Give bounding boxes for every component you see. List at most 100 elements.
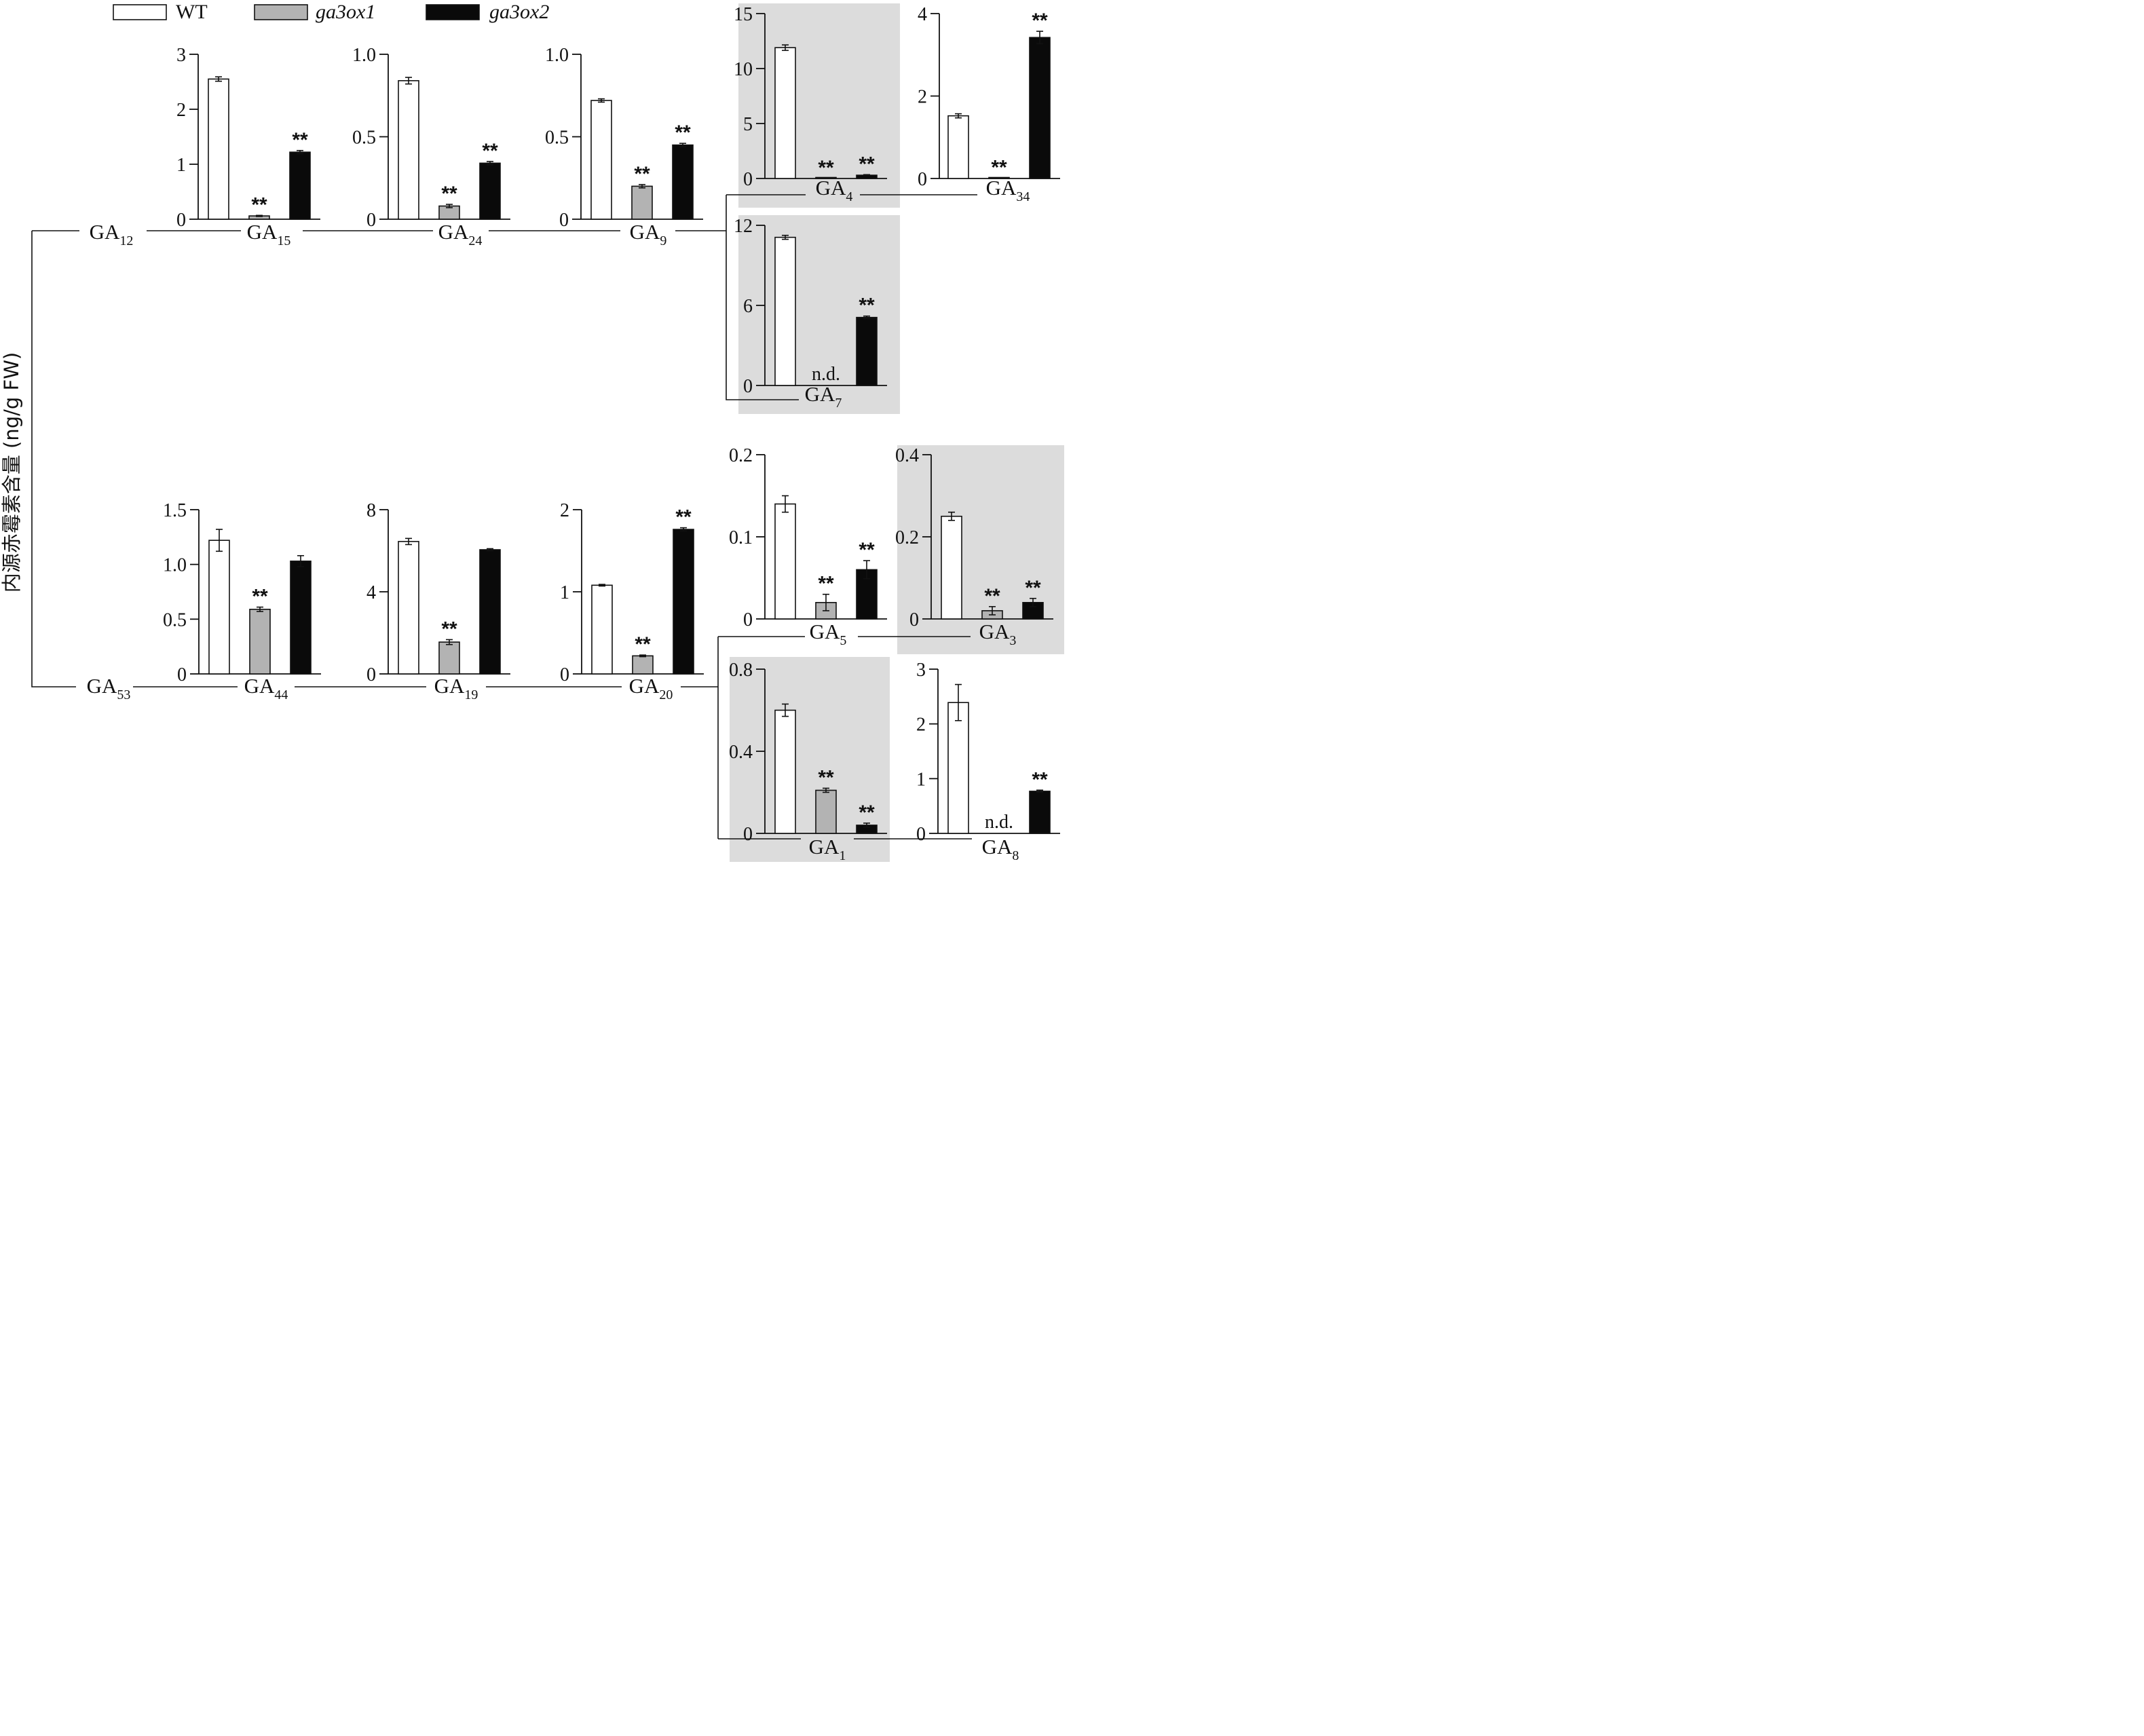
y-tick-label: 1.0 [352, 45, 376, 66]
y-tick-label: 0 [743, 169, 753, 190]
bar-panel-ga5: 0 0.1 0.2 ** ** GA5 [729, 445, 887, 648]
compound-label-ga44: GA44 [244, 674, 288, 702]
y-tick-label: 0 [177, 664, 187, 685]
error-bar-ga3ox2 [863, 315, 870, 320]
significance-mark: ** [818, 766, 834, 789]
significance-mark: ** [859, 539, 875, 561]
gibberellin-pathway-figure: WT ga3ox1 ga3ox2 0123****GA1500.51.0****GA… [0, 1, 1064, 862]
y-tick-label: 2 [916, 715, 926, 736]
compound-label-ga1: GA1 [809, 835, 846, 862]
pathway-connector-4 [31, 231, 718, 687]
error-bar-ga3ox1 [639, 654, 646, 658]
significance-mark: ** [251, 193, 267, 216]
error-bar-wt [599, 584, 605, 587]
bar-wt [398, 80, 419, 220]
significance-mark: ** [818, 157, 834, 179]
y-tick-label: 1.0 [163, 555, 187, 576]
bar-ga3ox1 [632, 655, 654, 675]
y-tick-label: 6 [743, 296, 753, 317]
bar-panel-ga19: 0 4 8 ** GA19 [366, 500, 510, 702]
bar-ga3ox2 [1029, 37, 1051, 179]
significance-mark: ** [252, 586, 268, 608]
y-axis-label: 内源赤霉素含量 (ng/g FW) [0, 352, 23, 592]
compound-label-ga19: GA19 [434, 674, 478, 702]
error-bar-ga3ox2 [297, 554, 304, 567]
bar-panel-ga9: 0 0.5 1.0 ** ** GA9 [545, 45, 703, 248]
bar-ga3ox2 [479, 549, 501, 675]
compound-label-ga9: GA9 [630, 220, 667, 248]
significance-mark: ** [1025, 577, 1041, 599]
y-tick-label: 0.5 [352, 128, 376, 149]
error-bar-ga3ox1 [823, 787, 829, 793]
compound-label-ga24: GA24 [438, 220, 483, 248]
error-bar-wt [405, 537, 412, 546]
legend: WT ga3ox1 ga3ox2 [113, 1, 549, 23]
y-tick-label: 0 [743, 376, 753, 397]
y-tick-label: 4 [918, 4, 927, 25]
y-tick-label: 0 [916, 824, 926, 845]
significance-mark: ** [1032, 10, 1048, 32]
bar-ga3ox1 [438, 641, 460, 675]
y-tick-label: 0 [559, 210, 569, 231]
y-tick-label: 0 [176, 210, 186, 231]
y-tick-label: 2 [176, 100, 186, 121]
y-tick-label: 0.5 [545, 128, 569, 149]
bar-ga3ox2 [479, 162, 501, 220]
y-tick-label: 3 [176, 45, 186, 66]
significance-mark: ** [441, 618, 457, 640]
error-bar-ga3ox1 [257, 606, 263, 612]
error-bar-wt [955, 113, 962, 119]
bar-wt [774, 47, 796, 179]
error-bar-ga3ox2 [487, 548, 493, 552]
bar-ga3ox2 [289, 151, 311, 220]
y-tick-label: 0 [918, 169, 927, 190]
error-bar-wt [216, 529, 223, 552]
error-bar-wt [782, 703, 789, 717]
error-bar-ga3ox1 [823, 593, 829, 611]
y-tick-label: 2 [918, 87, 927, 108]
y-tick-label: 1 [176, 155, 186, 176]
legend-swatch [113, 4, 167, 20]
error-bar-ga3ox2 [679, 143, 686, 147]
compound-label-ga20: GA20 [629, 674, 673, 702]
significance-mark: ** [991, 156, 1007, 178]
legend-label: ga3ox2 [489, 1, 549, 23]
error-bar-ga3ox1 [446, 639, 453, 645]
not-detected-label: n.d. [812, 364, 840, 385]
significance-mark: ** [634, 163, 650, 185]
bar-wt [947, 702, 969, 834]
error-bar-wt [782, 495, 789, 513]
compound-label-ga4: GA4 [816, 176, 853, 204]
legend-item-ga3ox2: ga3ox2 [426, 1, 549, 23]
bar-wt [774, 503, 796, 620]
compound-label-ga15: GA15 [247, 220, 291, 248]
error-bar-wt [598, 98, 605, 103]
bar-panel-ga24: 0 0.5 1.0 ** ** GA24 [352, 45, 510, 248]
bar-wt [941, 515, 962, 620]
error-bar-ga3ox2 [487, 161, 493, 166]
bar-ga3ox2 [673, 529, 694, 675]
bar-wt [774, 236, 796, 386]
legend-swatch [254, 4, 308, 20]
bar-panel-ga8: 0 1 2 3 n.d. ** GA8 [916, 660, 1060, 862]
bar-ga3ox1 [249, 609, 271, 675]
error-bar-ga3ox2 [863, 823, 870, 828]
bar-panel-ga7: 0 6 12 n.d. ** GA7 [734, 216, 887, 411]
y-tick-label: 1 [560, 582, 569, 603]
compound-label-ga12: GA12 [90, 220, 134, 248]
significance-mark: ** [984, 585, 1000, 607]
error-bar-ga3ox2 [1030, 597, 1036, 607]
bar-ga3ox1 [815, 176, 837, 179]
y-tick-label: 0 [743, 824, 753, 845]
significance-mark: ** [1032, 768, 1048, 791]
y-tick-label: 0.4 [729, 742, 753, 763]
y-tick-label: 15 [734, 4, 753, 25]
bar-wt [398, 541, 419, 675]
error-bar-wt [782, 44, 789, 52]
y-tick-label: 0.2 [729, 445, 753, 466]
not-detected-label: n.d. [985, 812, 1013, 833]
bar-panel-ga20: 0 1 2 ** ** GA20 [560, 500, 704, 702]
y-tick-label: 4 [366, 582, 376, 603]
compound-label-ga7: GA7 [805, 382, 842, 411]
